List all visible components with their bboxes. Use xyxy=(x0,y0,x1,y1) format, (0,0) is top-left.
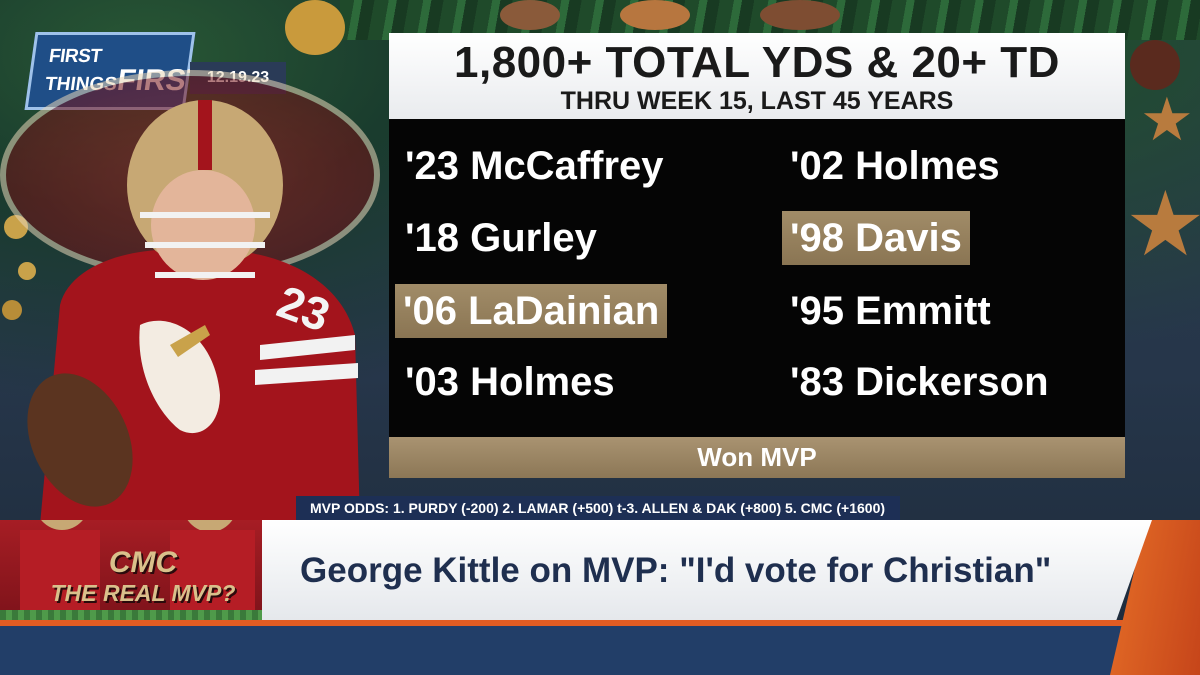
list-item: '23 McCaffrey xyxy=(405,144,664,188)
list-item: '95 Emmitt xyxy=(790,289,991,333)
pinecone-ornament xyxy=(760,0,840,30)
player-face xyxy=(151,170,255,280)
helmet-facemask xyxy=(140,212,270,278)
graphic-title: 1,800+ TOTAL YDS & 20+ TD xyxy=(454,38,1060,87)
graphic-subtitle: THRU WEEK 15, LAST 45 YEARS xyxy=(560,87,954,115)
list-item: '98 Davis xyxy=(782,211,970,265)
promo-line-2: THE REAL MVP? xyxy=(50,580,236,606)
lower-third: George Kittle on MVP: "I'd vote for Chri… xyxy=(0,520,1200,675)
list-item: '18 Gurley xyxy=(405,216,597,260)
star-ornament: ★ xyxy=(1125,172,1200,277)
headline-bar xyxy=(262,520,1152,620)
bell-ornament xyxy=(285,0,345,55)
star-ornament: ★ xyxy=(1140,85,1194,155)
list-item: '83 Dickerson xyxy=(790,360,1049,404)
promo-line-1: CMC xyxy=(108,546,178,579)
list-item: '06 LaDainian xyxy=(395,284,668,338)
graphic-list: '23 McCaffrey '18 Gurley '06 LaDainian '… xyxy=(389,119,1125,437)
mvp-legend: Won MVP xyxy=(389,437,1125,478)
promo-players-image xyxy=(20,520,255,620)
pinecone-ornament xyxy=(500,0,560,30)
graphic-header: 1,800+ TOTAL YDS & 20+ TD THRU WEEK 15, … xyxy=(389,33,1125,119)
list-item: '02 Holmes xyxy=(790,144,1000,188)
player-image: 23 xyxy=(27,100,360,525)
football xyxy=(27,373,133,507)
list-item: '03 Holmes xyxy=(405,360,615,404)
lower-third-accent-line xyxy=(0,620,1200,626)
ornament-ball xyxy=(1130,40,1180,90)
lower-third-base xyxy=(0,620,1200,675)
gold-bead-ornament xyxy=(18,262,36,280)
headline-text: George Kittle on MVP: "I'd vote for Chri… xyxy=(300,551,1052,590)
player-glove xyxy=(139,320,220,434)
promo-text: CMC THE REAL MVP? xyxy=(38,548,248,608)
promo-box: CMC THE REAL MVP? xyxy=(0,520,262,620)
promo-grass xyxy=(0,610,262,620)
odds-ticker: MVP ODDS: 1. PURDY (-200) 2. LAMAR (+500… xyxy=(296,496,900,520)
gold-bead-ornament xyxy=(2,300,22,320)
ornament-ball xyxy=(620,0,690,30)
stats-graphic-panel: 1,800+ TOTAL YDS & 20+ TD THRU WEEK 15, … xyxy=(389,33,1125,478)
jersey-stripes xyxy=(255,335,358,385)
